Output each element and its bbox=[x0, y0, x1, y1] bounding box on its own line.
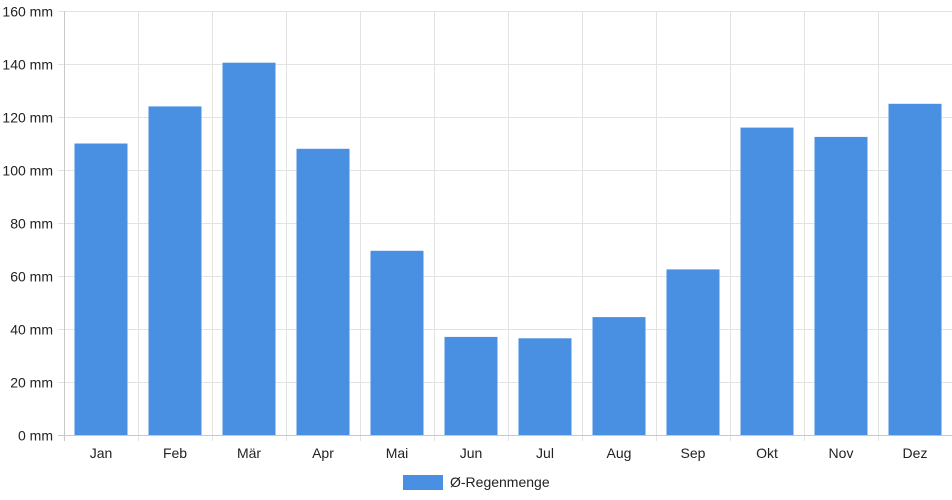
bar-aug[interactable] bbox=[592, 317, 646, 435]
x-tick-label: Nov bbox=[829, 445, 854, 461]
legend-label-regenmenge[interactable]: Ø-Regenmenge bbox=[450, 474, 550, 490]
x-tick-label: Feb bbox=[163, 445, 187, 461]
y-tick-label: 160 mm bbox=[2, 4, 53, 20]
x-tick-label: Mär bbox=[237, 445, 261, 461]
y-tick-label: 40 mm bbox=[10, 322, 53, 338]
legend[interactable]: Ø-Regenmenge bbox=[403, 474, 550, 490]
bar-apr[interactable] bbox=[296, 148, 350, 436]
y-tick-label: 60 mm bbox=[10, 269, 53, 285]
x-tick-label: Jan bbox=[90, 445, 113, 461]
bar-feb[interactable] bbox=[148, 106, 202, 436]
x-tick-label: Jun bbox=[460, 445, 483, 461]
x-tick-label: Jul bbox=[536, 445, 554, 461]
bar-mai[interactable] bbox=[370, 250, 424, 435]
bar-series-regenmenge bbox=[74, 62, 942, 436]
bar-jan[interactable] bbox=[74, 143, 128, 436]
bar-mär[interactable] bbox=[222, 62, 276, 435]
x-tick-label: Dez bbox=[903, 445, 928, 461]
bar-dez[interactable] bbox=[888, 103, 942, 436]
y-tick-label: 80 mm bbox=[10, 216, 53, 232]
x-tick-label: Okt bbox=[756, 445, 778, 461]
y-tick-label: 0 mm bbox=[18, 428, 53, 444]
bar-okt[interactable] bbox=[740, 127, 794, 435]
bar-nov[interactable] bbox=[814, 136, 868, 435]
legend-swatch-regenmenge[interactable] bbox=[403, 475, 443, 490]
y-tick-label: 100 mm bbox=[2, 163, 53, 179]
x-tick-label: Mai bbox=[386, 445, 409, 461]
chart-grid bbox=[58, 11, 952, 441]
x-tick-label: Apr bbox=[312, 445, 334, 461]
bar-jun[interactable] bbox=[444, 336, 498, 435]
y-tick-label: 20 mm bbox=[10, 375, 53, 391]
bar-jul[interactable] bbox=[518, 338, 572, 435]
x-axis: Jan Feb Mär Apr Mai Jun Jul Aug Sep Okt Nov Dez bbox=[58, 435, 952, 461]
x-tick-label: Sep bbox=[681, 445, 706, 461]
bar-sep[interactable] bbox=[666, 269, 720, 435]
x-tick-label: Aug bbox=[607, 445, 632, 461]
y-axis: 0 mm 20 mm 40 mm 60 mm 80 mm 100 mm 120 mm 140 … bbox=[2, 4, 65, 444]
y-tick-label: 120 mm bbox=[2, 110, 53, 126]
y-tick-label: 140 mm bbox=[2, 57, 53, 73]
